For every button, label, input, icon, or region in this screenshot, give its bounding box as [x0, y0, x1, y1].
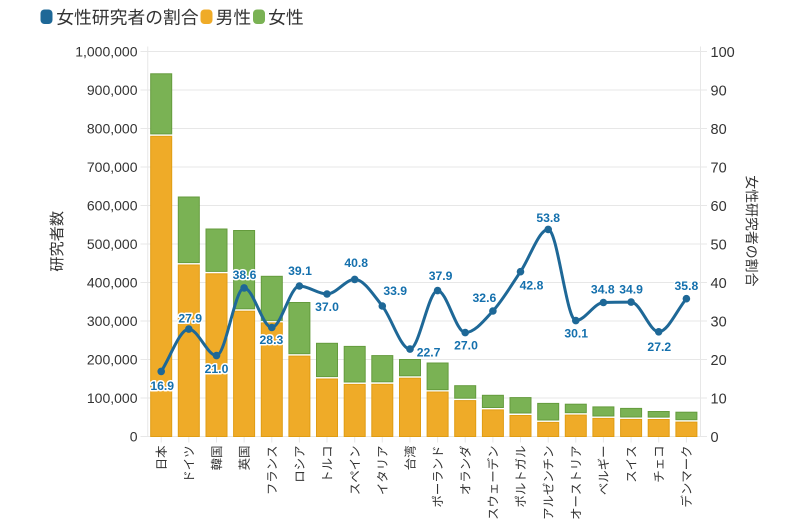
svg-text:10: 10 — [711, 391, 727, 407]
svg-text:0: 0 — [711, 430, 719, 446]
svg-text:53.8: 53.8 — [536, 211, 560, 225]
svg-text:27.0: 27.0 — [454, 339, 478, 353]
svg-text:1,000,000: 1,000,000 — [75, 44, 137, 60]
svg-text:37.0: 37.0 — [315, 300, 339, 314]
svg-text:39.1: 39.1 — [288, 264, 312, 278]
svg-text:800,000: 800,000 — [87, 121, 138, 137]
svg-text:22.7: 22.7 — [417, 346, 441, 360]
svg-text:90: 90 — [711, 83, 727, 99]
svg-text:42.8: 42.8 — [520, 278, 544, 292]
svg-text:200,000: 200,000 — [87, 352, 138, 368]
svg-text:32.6: 32.6 — [473, 291, 497, 305]
svg-text:27.2: 27.2 — [647, 340, 671, 354]
svg-text:16.9: 16.9 — [150, 379, 174, 393]
svg-text:400,000: 400,000 — [87, 275, 138, 291]
svg-text:0: 0 — [130, 429, 138, 445]
svg-text:38.6: 38.6 — [233, 268, 257, 282]
svg-text:100: 100 — [711, 45, 735, 61]
svg-text:33.9: 33.9 — [383, 284, 407, 298]
svg-text:20: 20 — [711, 353, 727, 369]
svg-text:60: 60 — [711, 199, 727, 215]
svg-text:500,000: 500,000 — [87, 236, 138, 252]
svg-text:21.0: 21.0 — [205, 362, 229, 376]
svg-text:40.8: 40.8 — [344, 256, 368, 270]
svg-text:34.8: 34.8 — [591, 283, 615, 297]
svg-text:700,000: 700,000 — [87, 159, 138, 175]
svg-text:27.9: 27.9 — [178, 311, 202, 325]
svg-text:900,000: 900,000 — [87, 82, 138, 98]
svg-text:80: 80 — [711, 122, 727, 138]
svg-text:34.9: 34.9 — [619, 282, 643, 296]
svg-text:37.9: 37.9 — [429, 269, 453, 283]
svg-text:600,000: 600,000 — [87, 198, 138, 214]
svg-text:100,000: 100,000 — [87, 390, 138, 406]
svg-text:30.1: 30.1 — [564, 326, 588, 340]
svg-text:300,000: 300,000 — [87, 313, 138, 329]
svg-text:40: 40 — [711, 276, 727, 292]
svg-text:30: 30 — [711, 314, 727, 330]
svg-text:28.3: 28.3 — [260, 333, 284, 347]
svg-text:35.8: 35.8 — [675, 279, 699, 293]
svg-text:70: 70 — [711, 160, 727, 176]
svg-text:50: 50 — [711, 237, 727, 253]
